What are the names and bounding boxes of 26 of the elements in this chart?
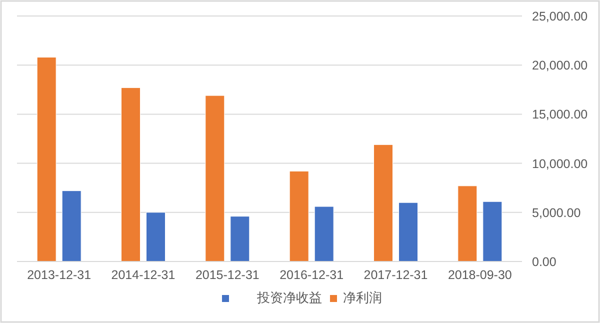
bar (205, 95, 225, 262)
bar (230, 216, 250, 262)
bar (314, 206, 334, 262)
bar (374, 144, 393, 262)
bar (398, 202, 418, 262)
bar (36, 56, 56, 262)
bar (289, 170, 309, 262)
y-tick-label: 20,000.00 (532, 58, 588, 73)
y-tick-label: 10,000.00 (532, 156, 588, 171)
y-tick-label: 5,000.00 (532, 206, 581, 220)
x-tick-label: 2018-09-30 (448, 268, 512, 282)
x-tick-label: 2016-12-31 (280, 268, 344, 282)
legend-label: 净利润 (343, 290, 382, 305)
bar (121, 87, 140, 262)
x-tick-label: 2014-12-31 (111, 268, 176, 282)
bar (458, 186, 478, 262)
bar (146, 212, 166, 262)
y-tick-label: 0.00 (532, 255, 556, 269)
x-tick-label: 2017-12-31 (364, 268, 428, 282)
x-tick-label: 2015-12-31 (195, 268, 260, 282)
y-tick-label: 15,000.00 (532, 108, 588, 122)
bar (482, 201, 502, 262)
x-tick-label: 2013-12-31 (27, 268, 92, 282)
bar (62, 190, 82, 262)
legend-label: 投资净收益 (256, 290, 322, 305)
y-tick-label: 25,000.00 (532, 10, 588, 24)
